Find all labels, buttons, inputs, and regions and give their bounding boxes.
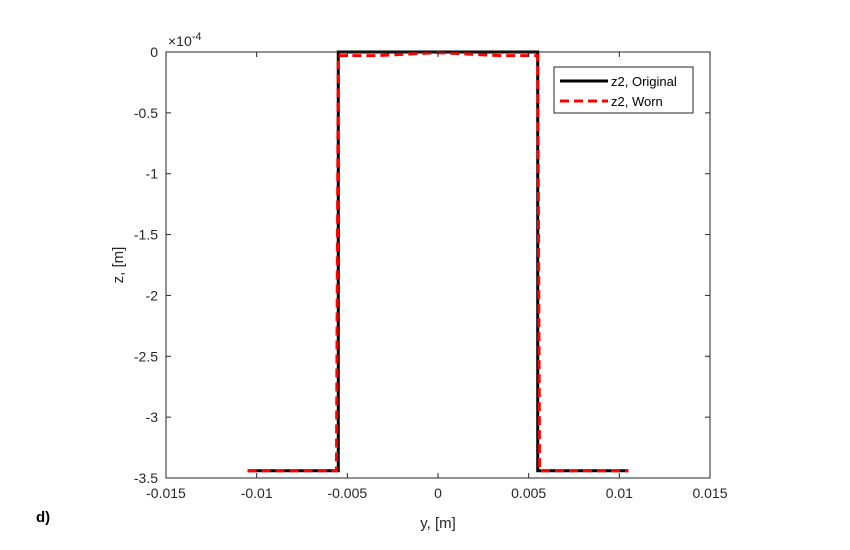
tick-layer: -0.015 -0.01 -0.005 0 0.005 0.01 0.015 0 -0.5 -1 -… bbox=[134, 44, 728, 501]
legend: z2, Original z2, Worn bbox=[553, 66, 694, 114]
plot-area bbox=[166, 52, 710, 478]
y-axis-label: z, [m] bbox=[110, 247, 127, 284]
y-exponent-base: ×10 bbox=[168, 33, 192, 49]
x-tick-label: 0.01 bbox=[606, 485, 633, 501]
y-tick-label: -3.5 bbox=[134, 470, 158, 486]
y-exponent-power: -4 bbox=[192, 31, 202, 43]
y-tick-label: -3 bbox=[146, 409, 159, 425]
panel-label: d) bbox=[36, 509, 50, 526]
y-tick-label: 0 bbox=[150, 44, 158, 60]
x-tick-label: -0.01 bbox=[241, 485, 273, 501]
x-tick-label: -0.015 bbox=[146, 485, 186, 501]
legend-items: z2, Original z2, Worn bbox=[560, 74, 677, 109]
x-tick-label: 0 bbox=[434, 485, 442, 501]
y-tick-label: -1 bbox=[146, 166, 159, 182]
x-axis-label: y, [m] bbox=[420, 515, 456, 532]
y-tick-label: -2 bbox=[146, 287, 159, 303]
y-exponent-label: ×10-4 bbox=[168, 31, 202, 49]
y-tick-label: -0.5 bbox=[134, 105, 158, 121]
legend-label-worn: z2, Worn bbox=[611, 94, 663, 109]
legend-label-original: z2, Original bbox=[611, 74, 677, 89]
y-tick-label: -1.5 bbox=[134, 227, 158, 243]
x-tick-label: -0.005 bbox=[327, 485, 367, 501]
x-tick-label: 0.015 bbox=[692, 485, 727, 501]
legend-box bbox=[553, 66, 694, 114]
x-tick-label: 0.005 bbox=[511, 485, 546, 501]
y-tick-label: -2.5 bbox=[134, 348, 158, 364]
